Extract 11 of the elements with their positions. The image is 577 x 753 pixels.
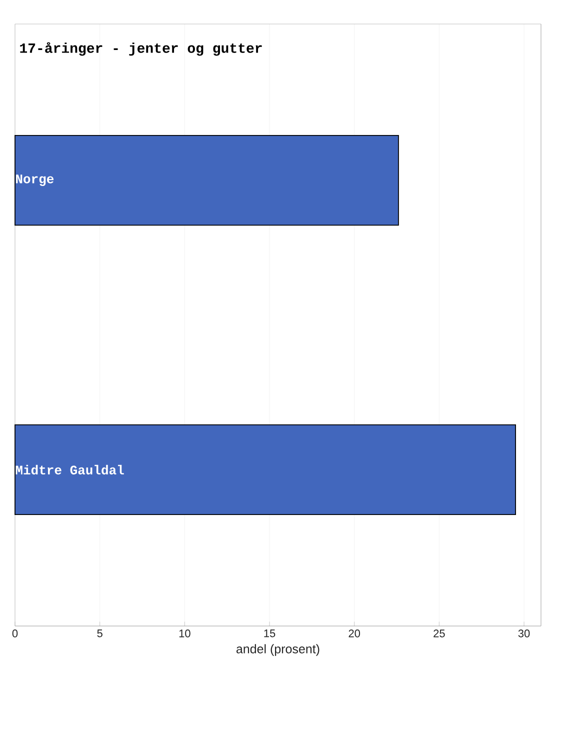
- x-tick-label: 30: [518, 630, 530, 638]
- x-tick-label: 10: [179, 630, 190, 638]
- x-tick-label: 5: [97, 630, 102, 638]
- y-tick-label: Midtre Gauldal: [16, 464, 124, 474]
- x-tick-label: 25: [434, 630, 445, 638]
- y-tick-label: Norge: [16, 174, 54, 186]
- x-axis-title: andel (prosent): [236, 644, 320, 656]
- x-tick-label: 0: [12, 630, 18, 638]
- x-tick-label: 20: [348, 630, 360, 638]
- text: 17-åringer - jenter og gutter: [20, 42, 262, 56]
- x-tick-label: 15: [264, 630, 276, 638]
